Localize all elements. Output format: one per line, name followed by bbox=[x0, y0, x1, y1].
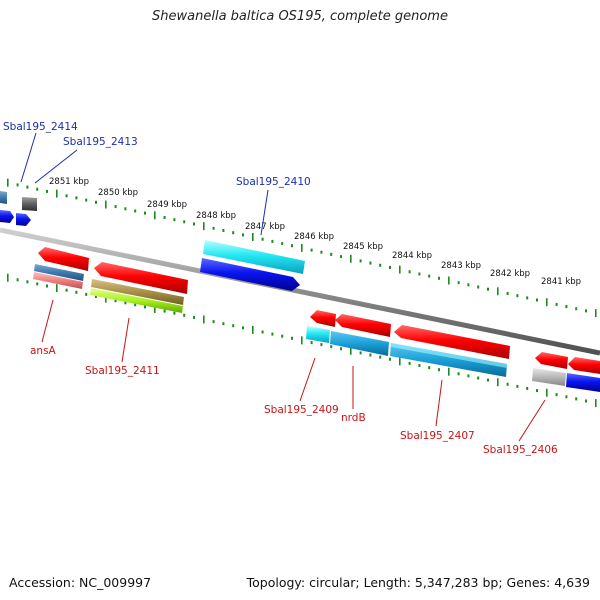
label-leaders bbox=[20, 132, 546, 442]
kbp-label: 2843 kbp bbox=[441, 261, 481, 271]
kbp-label: 2847 kbp bbox=[245, 222, 285, 232]
gene-label[interactable]: Sbal195_2409 bbox=[264, 404, 339, 416]
genome-summary-text: Topology: circular; Length: 5,347,283 bp… bbox=[246, 575, 590, 590]
accession-text: Accession: NC_009997 bbox=[9, 575, 152, 590]
gene-feature[interactable] bbox=[568, 357, 600, 374]
gene-feature[interactable] bbox=[330, 331, 389, 356]
gene-label[interactable]: Sbal195_2413 bbox=[63, 136, 138, 148]
genome-backbone bbox=[0, 227, 600, 356]
kbp-label: 2845 kbp bbox=[343, 242, 383, 252]
gene-feature[interactable] bbox=[200, 258, 300, 291]
gene-feature[interactable] bbox=[394, 325, 510, 359]
gene-label[interactable]: Sbal195_2411 bbox=[85, 365, 160, 377]
gene-feature[interactable] bbox=[310, 310, 336, 327]
gene-feature[interactable] bbox=[391, 343, 507, 368]
gene-label[interactable]: nrdB bbox=[341, 412, 366, 424]
gene-label[interactable]: Sbal195_2414 bbox=[3, 121, 78, 133]
kbp-label: 2846 kbp bbox=[294, 232, 334, 242]
kbp-label: 2844 kbp bbox=[392, 251, 432, 261]
forward-features bbox=[0, 191, 305, 291]
gene-label[interactable]: Sbal195_2410 bbox=[236, 176, 311, 188]
kbp-label: 2842 kbp bbox=[490, 269, 530, 279]
gene-feature[interactable] bbox=[306, 326, 330, 343]
kbp-label: 2849 kbp bbox=[147, 200, 187, 210]
gene-feature[interactable] bbox=[38, 247, 89, 271]
gene-feature[interactable] bbox=[203, 240, 305, 274]
map-title: Shewanella baltica OS195, complete genom… bbox=[152, 9, 448, 24]
kbp-label: 2850 kbp bbox=[98, 188, 138, 198]
gene-label[interactable]: ansA bbox=[30, 345, 57, 357]
gene-feature[interactable] bbox=[94, 262, 188, 294]
kbp-label: 2851 kbp bbox=[49, 177, 89, 187]
gene-feature[interactable] bbox=[0, 191, 7, 204]
gene-feature[interactable] bbox=[22, 197, 37, 211]
gene-feature[interactable] bbox=[90, 288, 183, 313]
gene-label[interactable]: Sbal195_2407 bbox=[400, 430, 475, 442]
gene-feature[interactable] bbox=[532, 368, 566, 386]
outer-tick-ring bbox=[7, 178, 597, 318]
kbp-label: 2848 kbp bbox=[196, 211, 236, 221]
gene-feature[interactable] bbox=[0, 210, 14, 223]
gene-feature[interactable] bbox=[16, 213, 31, 226]
gene-feature[interactable] bbox=[335, 314, 391, 337]
gene-feature[interactable] bbox=[535, 352, 568, 369]
inner-tick-ring bbox=[7, 273, 597, 408]
gene-feature[interactable] bbox=[566, 373, 600, 392]
gene-feature[interactable] bbox=[91, 279, 184, 305]
gene-feature[interactable] bbox=[34, 264, 84, 281]
reverse-features bbox=[33, 247, 600, 392]
kbp-label: 2841 kbp bbox=[541, 277, 581, 287]
gene-label[interactable]: Sbal195_2406 bbox=[483, 444, 558, 456]
gene-feature[interactable] bbox=[33, 272, 83, 289]
